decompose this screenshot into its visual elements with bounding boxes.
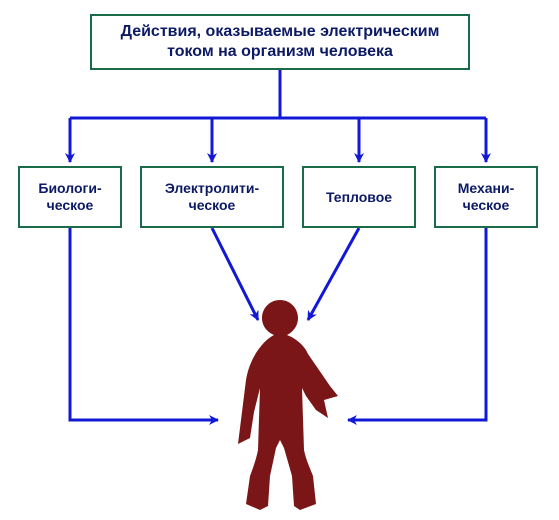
edge-box4-person xyxy=(348,228,486,420)
cat4-line2: ческое xyxy=(463,197,510,213)
cat3-line1: Тепловое xyxy=(326,189,392,205)
category-box-biological: Биологи- ческое xyxy=(18,166,122,228)
edge-box1-person xyxy=(70,228,218,420)
cat1-line1: Биологи- xyxy=(38,180,101,196)
category-box-electrolytic: Электролити- ческое xyxy=(140,166,284,228)
person-icon xyxy=(238,300,338,510)
title-line2: током на организм человека xyxy=(167,43,393,60)
title-box: Действия, оказываемые электрическим токо… xyxy=(90,14,470,70)
cat1-line2: ческое xyxy=(47,197,94,213)
cat4-line1: Механи- xyxy=(458,180,515,196)
category-box-thermal: Тепловое xyxy=(302,166,416,228)
cat2-line1: Электролити- xyxy=(165,180,259,196)
cat2-line2: ческое xyxy=(189,197,236,213)
category-box-mechanical: Механи- ческое xyxy=(434,166,538,228)
person-silhouette xyxy=(220,300,340,510)
title-line1: Действия, оказываемые электрическим xyxy=(121,23,440,40)
